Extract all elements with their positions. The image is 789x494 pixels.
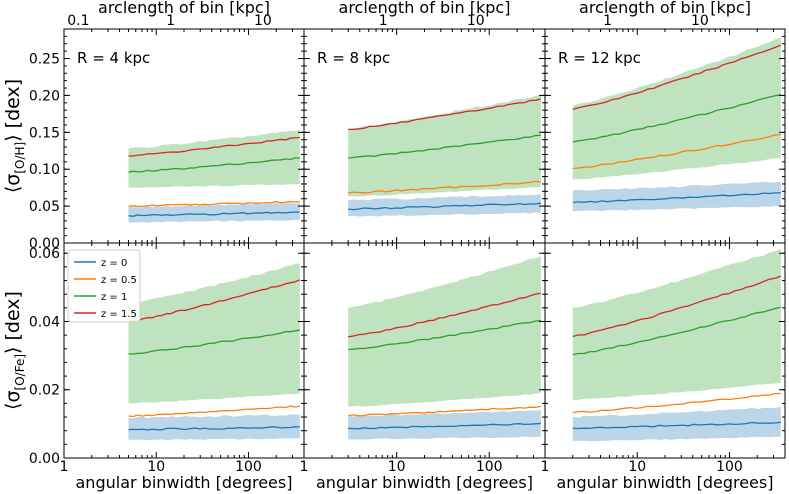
band-z-0 (128, 414, 300, 441)
series-line-z-0-5 (128, 200, 300, 208)
panel-annotation: R = 4 kpc (77, 49, 150, 67)
panel-annotation: R = 12 kpc (558, 49, 641, 67)
top-tick-label: 1 (603, 13, 612, 29)
top-tick-label: 1 (166, 13, 175, 29)
x-tick-label: 10 (388, 459, 406, 475)
legend: z = 0 z = 0.5 z = 1 z = 1.5 (67, 249, 141, 323)
x-tick-label: 100 (716, 459, 743, 475)
series-line-z-1-5 (572, 275, 782, 338)
y-axis-label: ⟨σ[O/Fe]⟩ [dex] (2, 291, 27, 410)
panel-r1-c2 (544, 242, 786, 459)
legend-label: z = 0 (101, 258, 127, 269)
series-line-z-1 (572, 306, 781, 356)
series-line-z-0-5 (572, 392, 781, 414)
band-z-1 (348, 94, 541, 197)
series-line-z-1 (348, 319, 541, 351)
plot-area (572, 249, 782, 442)
series-line-z-0-5 (128, 405, 300, 418)
top-tick-label: 10 (691, 13, 709, 29)
band-z-1 (348, 256, 541, 407)
series-line-z-1-5 (572, 44, 782, 111)
legend-box (67, 249, 141, 323)
series-line-z-1-5 (128, 279, 301, 323)
x-tick-label: 10 (628, 459, 646, 475)
y-axis-label: ⟨σ[O/H]⟩ [dex] (2, 79, 27, 193)
plot-area (128, 263, 301, 441)
x-axis-label: angular binwidth [degrees] (316, 473, 533, 492)
y-tick-label: 0.04 (29, 314, 60, 330)
band-z-1 (128, 130, 300, 188)
panel-annotation: R = 8 kpc (317, 49, 390, 67)
series-line-z-1-5 (348, 292, 541, 338)
x-tick-label: 100 (476, 459, 503, 475)
series-line-z-0 (572, 421, 781, 430)
series-line-z-0 (128, 211, 300, 217)
y-tick-label: 0.06 (29, 246, 60, 262)
plot-area (348, 94, 541, 217)
top-axis-label: arclength of bin [kpc] (339, 0, 511, 17)
legend-label: z = 0.5 (101, 275, 137, 286)
x-axis-label: angular binwidth [degrees] (76, 473, 293, 492)
series-line-z-0 (572, 192, 781, 204)
y-tick-label: 0.10 (29, 162, 60, 178)
legend-label: z = 1.5 (101, 309, 137, 320)
top-tick-label: 10 (254, 13, 272, 29)
series-line-z-1 (348, 134, 541, 159)
y-tick-label: 0.00 (29, 451, 60, 467)
band-z-1 (572, 249, 781, 400)
band-z-0 (348, 410, 541, 440)
panel-r1-c1 (303, 242, 546, 459)
y-tick-label: 0.25 (29, 52, 60, 68)
band-z-0 (572, 181, 781, 212)
x-tick-label: 1 (60, 459, 69, 475)
legend-label: z = 1 (101, 292, 127, 303)
y-tick-label: 0.02 (29, 383, 60, 399)
series-line-z-0 (348, 202, 541, 211)
series-line-z-1-5 (128, 136, 300, 157)
panel-r1-c0: 0.00 0.02 0.04 0.06 (29, 242, 305, 467)
series-line-z-0-5 (348, 180, 541, 194)
panel-r0-c1: R = 8 kpc (303, 28, 546, 244)
x-tick-label: 1 (541, 459, 550, 475)
y-tick-label: 0.20 (29, 88, 60, 104)
x-tick-label: 100 (235, 459, 262, 475)
series-line-z-0-5 (572, 133, 781, 170)
top-axis-label: arclength of bin [kpc] (579, 0, 751, 17)
series-line-z-1 (128, 329, 300, 355)
y-tick-label: 0.15 (29, 125, 60, 141)
plot-area (348, 256, 541, 440)
x-tick-label: 10 (147, 459, 165, 475)
y-tick-label: 0.00 (29, 236, 60, 252)
band-z-0 (128, 202, 300, 223)
top-axis-label: arclength of bin [kpc] (98, 0, 270, 17)
top-tick-label: 10 (467, 13, 485, 29)
band-z-0 (572, 406, 781, 442)
series-line-z-0 (348, 422, 541, 430)
panel-r0-c2: R = 12 kpc (544, 28, 786, 244)
series-line-z-1-5 (348, 98, 541, 131)
series-line-z-0 (128, 426, 300, 431)
band-z-1 (128, 263, 300, 404)
series-line-z-1 (572, 94, 781, 143)
top-tick-label: 0.1 (67, 13, 89, 29)
series-line-z-1 (128, 157, 300, 173)
plot-area (572, 37, 782, 212)
series-line-z-0-5 (348, 405, 541, 417)
top-tick-label: 1 (379, 13, 388, 29)
x-tick-label: 1 (300, 459, 309, 475)
panel-r0-c0: 0.00 0.05 0.10 0.15 0.20 0.25 R = 4 kpc (29, 28, 305, 252)
y-tick-label: 0.05 (29, 199, 60, 215)
x-axis-label: angular binwidth [degrees] (557, 473, 774, 492)
plot-area (128, 130, 300, 223)
